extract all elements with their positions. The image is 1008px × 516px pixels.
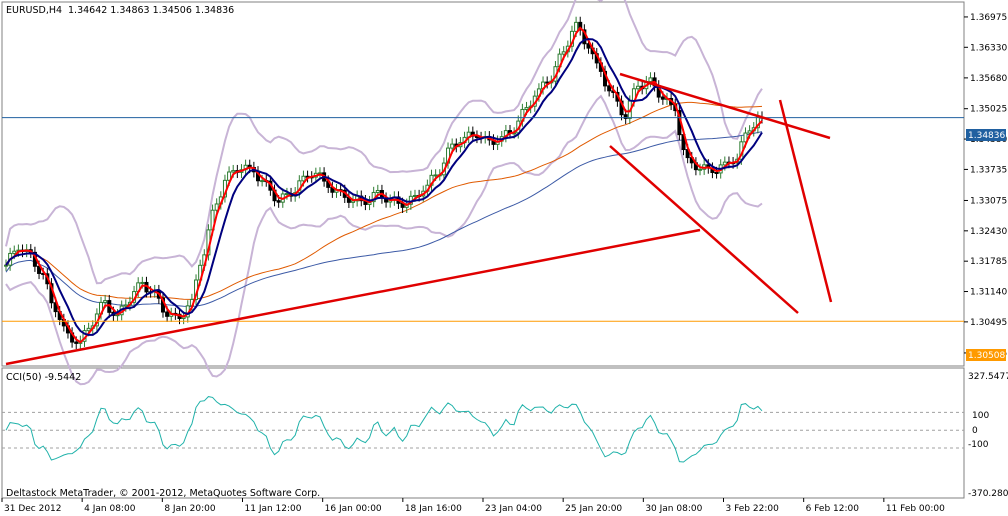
candle-body: [103, 300, 108, 303]
ohlc-label: 1.34642 1.34863 1.34506 1.34836: [68, 5, 234, 16]
y-tick-label: 1.31785: [970, 257, 1007, 267]
wedge-upper-trendline: [619, 72, 831, 140]
x-tick-label: 3 Feb 22:00: [726, 504, 780, 514]
candle-body: [284, 193, 289, 196]
candle-body: [123, 304, 128, 307]
candle-body: [722, 161, 727, 166]
x-tick-label: 11 Feb 00:00: [886, 504, 945, 514]
y-tick-label: 1.30495: [970, 318, 1007, 328]
x-tick-label: 23 Jan 04:00: [485, 504, 542, 514]
cci-max-label: 327.5477: [968, 372, 1008, 382]
main-chart-frame: [1, 1, 965, 367]
candle-body: [747, 130, 752, 134]
candle-body: [165, 311, 170, 317]
candle-body: [636, 85, 641, 90]
cci-title: CCI(50) -9.5442: [6, 372, 81, 383]
candle-body: [574, 21, 579, 32]
y-tick-label: 1.33075: [970, 196, 1007, 206]
candle-body: [698, 168, 703, 171]
x-tick-label: 18 Jan 16:00: [405, 504, 462, 514]
projection-trendline: [778, 99, 833, 303]
ema-orange-line: [5, 101, 763, 300]
copyright-label: Deltastock MetaTrader, © 2001-2012, Meta…: [6, 488, 320, 499]
candle-body: [743, 132, 748, 143]
ema-blue-line: [5, 131, 763, 307]
cci-min-label: -370.280: [968, 489, 1008, 499]
candle-body: [578, 21, 583, 31]
x-tick-label: 8 Jan 20:00: [164, 504, 216, 514]
y-tick-label: 1.32430: [970, 227, 1007, 237]
slow-ma-line: [5, 38, 763, 336]
y-tick-label: 1.35025: [970, 105, 1007, 115]
candle-body: [648, 77, 653, 83]
candle-body: [53, 302, 58, 313]
candle-body: [227, 171, 232, 181]
candle-body: [607, 85, 612, 92]
candle-body: [433, 174, 438, 177]
current-price-label: 1.34836: [968, 131, 1005, 141]
x-tick-label: 16 Jan 00:00: [325, 504, 382, 514]
candle-body: [586, 43, 591, 49]
candle-body: [561, 51, 566, 55]
x-tick-label: 6 Feb 12:00: [806, 504, 860, 514]
candle-body: [86, 327, 91, 332]
candle-body: [450, 143, 455, 149]
y-tick-label: 1.35680: [970, 74, 1007, 84]
candle-body: [12, 250, 17, 254]
cci-line: [5, 396, 763, 463]
wedge-lower-trendline: [609, 145, 799, 314]
y-tick-label: 1.31140: [970, 288, 1007, 298]
x-tick-label: 25 Jan 20:00: [565, 504, 622, 514]
fast-ma-line: [5, 26, 763, 344]
y-tick-label: 1.36975: [970, 13, 1007, 23]
y-tick-label: 1.36330: [970, 43, 1007, 53]
candle-body: [301, 175, 306, 182]
x-tick-label: 11 Jan 12:00: [245, 504, 302, 514]
cci-level-minus100: -100: [968, 440, 989, 450]
candle-body: [276, 200, 281, 203]
candle-body: [623, 114, 628, 119]
current-price-tag: [966, 129, 1006, 141]
level-price-tag: [966, 349, 1006, 361]
candle-body: [260, 180, 265, 183]
candle-body: [375, 190, 380, 193]
candle-body: [140, 281, 145, 284]
level-price-label: 1.30508: [968, 351, 1005, 361]
lower-band-line: [5, 94, 763, 386]
candle-body: [524, 107, 529, 110]
indicator-frame: [1, 367, 965, 499]
candle-body: [214, 203, 219, 211]
x-tick-label: 31 Dec 2012: [4, 504, 62, 514]
candle-body: [231, 170, 236, 173]
candle-body: [74, 341, 79, 344]
x-tick-label: 4 Jan 08:00: [84, 504, 136, 514]
upper-band-line: [5, 0, 763, 285]
candle-body: [714, 172, 719, 175]
support-trendline: [5, 228, 701, 366]
cci-level-100: 100: [972, 411, 989, 421]
candle-body: [37, 265, 42, 274]
symbol-label: EURUSD,H4: [6, 5, 62, 16]
y-tick-label: 1.33735: [970, 165, 1007, 175]
candle-body: [412, 194, 417, 197]
candle-body: [660, 96, 665, 100]
x-tick-label: 30 Jan 08:00: [645, 504, 702, 514]
cci-level-0: 0: [972, 426, 978, 436]
